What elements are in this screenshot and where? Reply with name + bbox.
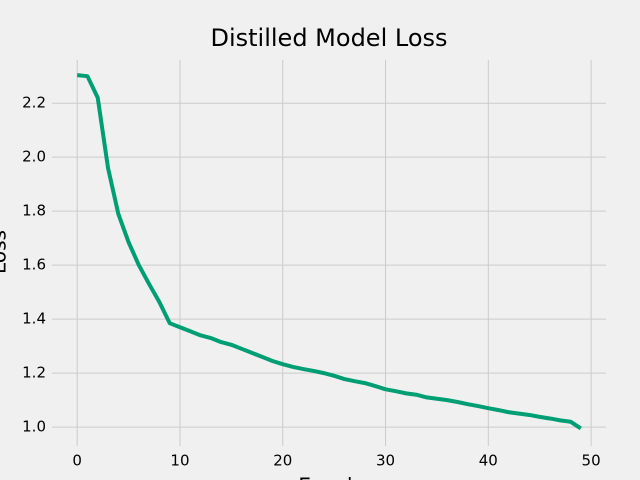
x-tick-label: 10 xyxy=(170,452,189,470)
y-tick-label: 1.8 xyxy=(22,202,46,220)
y-axis-label: Loss xyxy=(0,230,11,274)
line xyxy=(76,73,582,431)
x-tick-label: 30 xyxy=(376,452,395,470)
y-tick-label: 1.2 xyxy=(22,364,46,382)
y-tick-label: 1.4 xyxy=(22,310,46,328)
x-tick-label: 0 xyxy=(72,452,82,470)
y-tick-label: 2.0 xyxy=(22,148,46,166)
chart-title: Distilled Model Loss xyxy=(210,24,447,52)
y-tick-label: 1.6 xyxy=(22,256,46,274)
x-tick-label: 20 xyxy=(273,452,292,470)
x-tick-label: 40 xyxy=(479,452,498,470)
y-tick-label: 1.0 xyxy=(22,418,46,436)
x-axis-label: Epoch xyxy=(298,474,359,480)
x-tick-label: 50 xyxy=(582,452,601,470)
y-tick-label: 2.2 xyxy=(22,94,46,112)
